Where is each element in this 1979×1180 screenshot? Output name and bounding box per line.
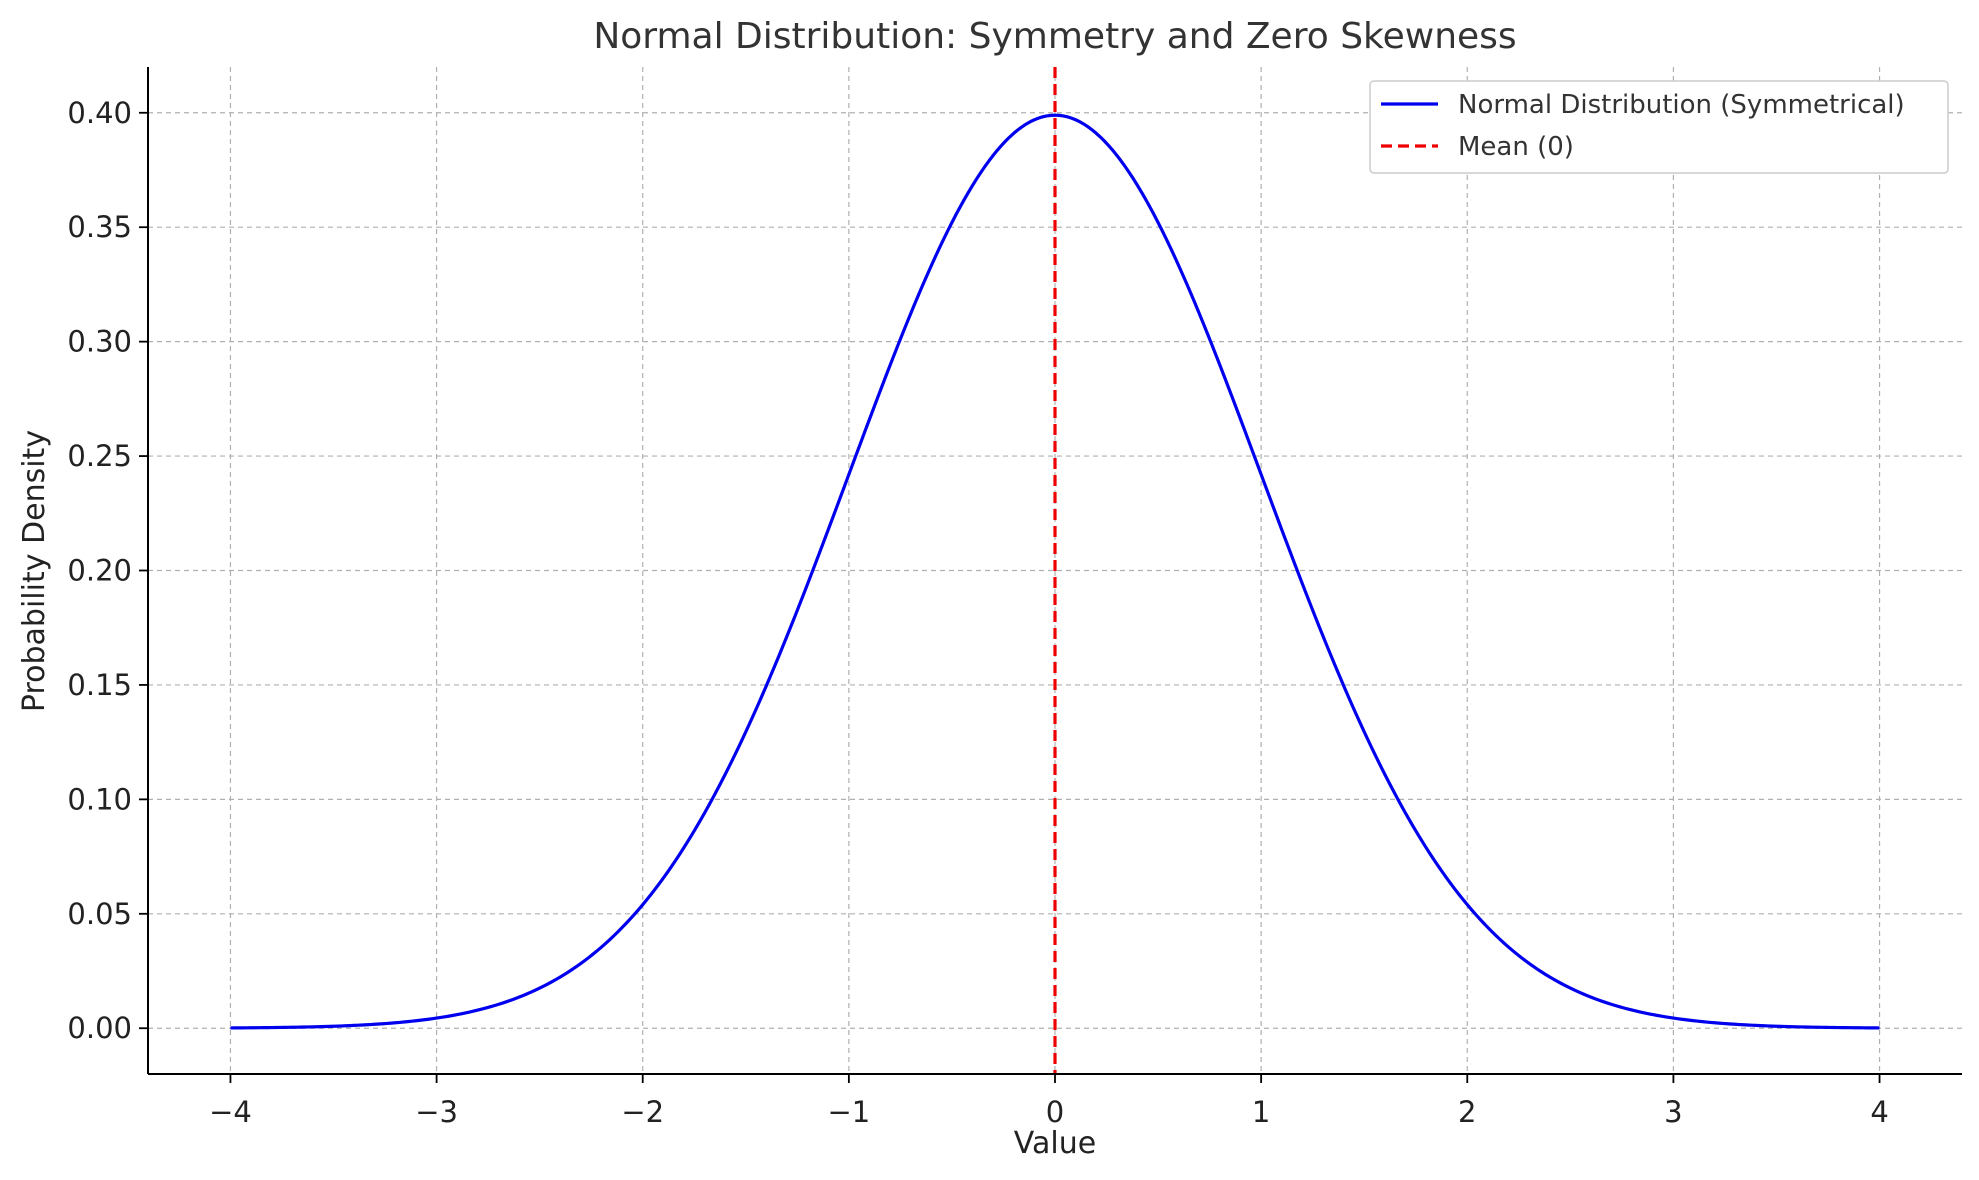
x-tick-label: −2	[621, 1095, 664, 1129]
y-tick-label: 0.15	[67, 668, 132, 702]
y-tick-label: 0.05	[67, 897, 132, 931]
y-tick-label: 0.00	[67, 1011, 132, 1045]
y-ticks: 0.00 0.05 0.10 0.15 0.20 0.25 0.30 0.35 0.40	[67, 96, 148, 1045]
y-tick-label: 0.20	[67, 554, 132, 588]
x-tick-label: −3	[415, 1095, 458, 1129]
y-tick-label: 0.10	[67, 782, 132, 816]
legend-label-normal: Normal Distribution (Symmetrical)	[1458, 90, 1905, 120]
y-tick-label: 0.25	[67, 439, 132, 473]
x-tick-label: 3	[1664, 1095, 1682, 1129]
x-tick-label: −4	[209, 1095, 252, 1129]
plot-lines	[230, 67, 1880, 1074]
y-tick-label: 0.35	[67, 210, 132, 244]
x-tick-label: 2	[1458, 1095, 1476, 1129]
x-tick-label: 4	[1870, 1095, 1888, 1129]
x-ticks: −4 −3 −2 −1 0 1 2 3 4	[209, 1074, 1889, 1129]
x-tick-label: −1	[827, 1095, 870, 1129]
x-tick-label: 0	[1046, 1095, 1064, 1129]
legend-box	[1369, 80, 1949, 174]
y-axis-title: Probability Density	[17, 430, 52, 712]
legend-label-mean: Mean (0)	[1458, 132, 1574, 162]
x-tick-label: 1	[1252, 1095, 1270, 1129]
y-tick-label: 0.30	[67, 325, 132, 359]
y-tick-label: 0.40	[67, 96, 132, 130]
normal-curve-line	[230, 113, 1880, 1030]
legend: Normal Distribution (Symmetrical) Mean (…	[1369, 80, 1949, 174]
x-axis-title: Value	[1014, 1126, 1096, 1161]
chart-title: Normal Distribution: Symmetry and Zero S…	[593, 16, 1516, 57]
